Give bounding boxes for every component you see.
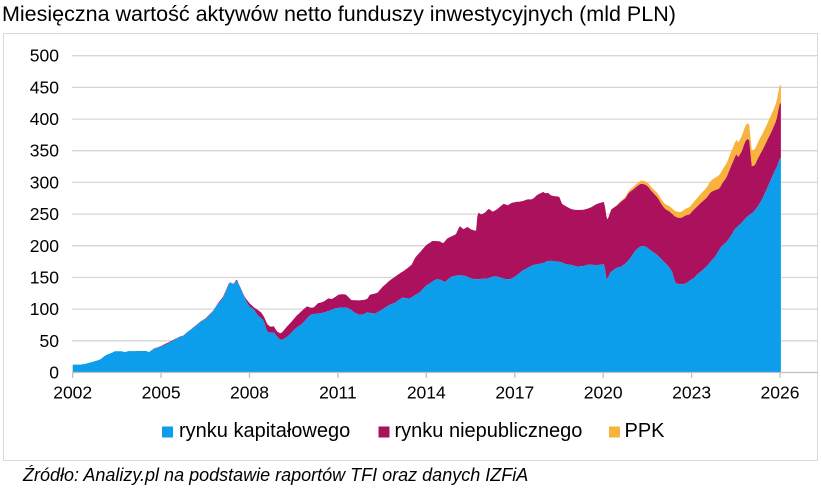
svg-text:Źródło: Analizy.pl na podstawi: Źródło: Analizy.pl na podstawie raportów…: [22, 465, 528, 485]
svg-text:2026: 2026: [761, 383, 800, 403]
svg-text:2017: 2017: [495, 383, 534, 403]
svg-text:2005: 2005: [142, 383, 181, 403]
svg-text:Miesięczna wartość aktywów net: Miesięczna wartość aktywów netto fundusz…: [2, 2, 676, 26]
svg-text:350: 350: [30, 141, 59, 161]
svg-text:2008: 2008: [230, 383, 269, 403]
svg-text:150: 150: [30, 268, 59, 288]
svg-text:250: 250: [30, 204, 59, 224]
svg-text:PPK: PPK: [625, 420, 666, 442]
svg-text:450: 450: [30, 77, 59, 97]
svg-text:2011: 2011: [319, 383, 357, 403]
svg-text:2014: 2014: [407, 383, 446, 403]
svg-text:2002: 2002: [53, 383, 92, 403]
svg-text:2023: 2023: [672, 383, 711, 403]
svg-text:0: 0: [49, 363, 59, 383]
svg-text:300: 300: [30, 172, 59, 192]
svg-text:500: 500: [30, 46, 59, 66]
svg-text:200: 200: [30, 236, 59, 256]
svg-text:rynku niepublicznego: rynku niepublicznego: [395, 420, 583, 442]
svg-text:400: 400: [30, 109, 59, 129]
svg-text:50: 50: [40, 331, 60, 351]
svg-text:100: 100: [30, 299, 59, 319]
svg-text:rynku kapitałowego: rynku kapitałowego: [179, 420, 350, 442]
svg-text:2020: 2020: [584, 383, 623, 403]
